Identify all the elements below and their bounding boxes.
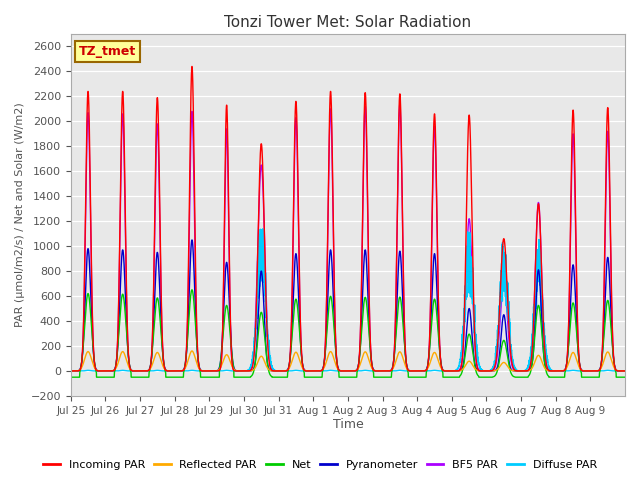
Net	[398, 311, 406, 316]
Diffuse PAR	[182, 368, 189, 374]
Incoming PAR	[527, 356, 535, 362]
Reflected PAR	[182, 364, 189, 370]
Incoming PAR	[542, 356, 550, 362]
Pyranometer	[483, 368, 490, 374]
Incoming PAR	[399, 204, 406, 209]
BF5 PAR	[369, 365, 376, 371]
Reflected PAR	[621, 368, 629, 374]
Line: Pyranometer: Pyranometer	[71, 240, 625, 371]
Pyranometer	[398, 285, 406, 290]
Line: Diffuse PAR: Diffuse PAR	[71, 229, 625, 371]
BF5 PAR	[621, 368, 629, 374]
Diffuse PAR	[500, 288, 508, 294]
Line: BF5 PAR: BF5 PAR	[71, 104, 625, 371]
Net	[182, 358, 189, 364]
Incoming PAR	[188, 64, 196, 70]
Net	[541, 365, 549, 371]
Reflected PAR	[398, 353, 406, 359]
Diffuse PAR	[527, 348, 535, 354]
Incoming PAR	[67, 368, 75, 374]
Net	[188, 287, 196, 293]
Pyranometer	[188, 237, 196, 243]
Diffuse PAR	[259, 226, 267, 232]
Reflected PAR	[500, 360, 508, 365]
Pyranometer	[369, 364, 376, 370]
Pyranometer	[621, 368, 629, 374]
Net	[369, 366, 376, 372]
BF5 PAR	[182, 360, 189, 365]
Diffuse PAR	[67, 368, 75, 374]
BF5 PAR	[205, 368, 213, 374]
Diffuse PAR	[398, 368, 406, 373]
Incoming PAR	[500, 236, 508, 242]
Line: Incoming PAR: Incoming PAR	[71, 67, 625, 371]
Net	[67, 374, 75, 380]
Net	[500, 337, 508, 343]
Pyranometer	[527, 364, 535, 370]
Incoming PAR	[205, 368, 213, 374]
Incoming PAR	[621, 368, 629, 374]
Diffuse PAR	[621, 368, 629, 374]
Reflected PAR	[542, 366, 550, 372]
X-axis label: Time: Time	[333, 419, 364, 432]
Pyranometer	[182, 359, 189, 364]
Net	[621, 374, 629, 380]
Reflected PAR	[369, 366, 376, 372]
Reflected PAR	[67, 368, 75, 374]
Diffuse PAR	[541, 349, 549, 355]
Pyranometer	[67, 368, 75, 374]
BF5 PAR	[399, 209, 406, 215]
Reflected PAR	[483, 368, 490, 374]
Pyranometer	[500, 312, 508, 318]
Incoming PAR	[369, 365, 376, 371]
Reflected PAR	[527, 366, 535, 372]
BF5 PAR	[500, 278, 508, 284]
Diffuse PAR	[369, 368, 376, 374]
Line: Net: Net	[71, 290, 625, 377]
Net	[527, 367, 535, 372]
Legend: Incoming PAR, Reflected PAR, Net, Pyranometer, BF5 PAR, Diffuse PAR: Incoming PAR, Reflected PAR, Net, Pyrano…	[38, 456, 602, 474]
BF5 PAR	[527, 356, 535, 362]
BF5 PAR	[396, 101, 404, 107]
Incoming PAR	[182, 358, 189, 364]
BF5 PAR	[67, 368, 75, 374]
Title: Tonzi Tower Met: Solar Radiation: Tonzi Tower Met: Solar Radiation	[225, 15, 472, 30]
Text: TZ_tmet: TZ_tmet	[79, 45, 136, 58]
Pyranometer	[542, 364, 550, 370]
BF5 PAR	[542, 356, 550, 362]
Y-axis label: PAR (μmol/m2/s) / Net and Solar (W/m2): PAR (μmol/m2/s) / Net and Solar (W/m2)	[15, 103, 25, 327]
Reflected PAR	[188, 348, 196, 354]
Line: Reflected PAR: Reflected PAR	[71, 351, 625, 371]
